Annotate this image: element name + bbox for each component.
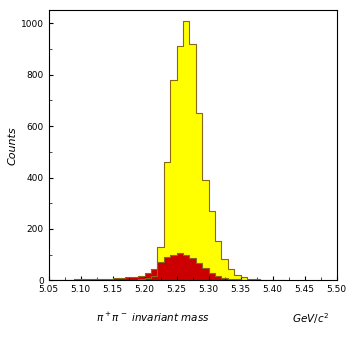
Text: $GeV/c^2$: $GeV/c^2$ <box>292 311 329 326</box>
Y-axis label: Counts: Counts <box>8 126 18 165</box>
Text: $\pi^+\pi^-$ invariant mass: $\pi^+\pi^-$ invariant mass <box>96 311 210 324</box>
